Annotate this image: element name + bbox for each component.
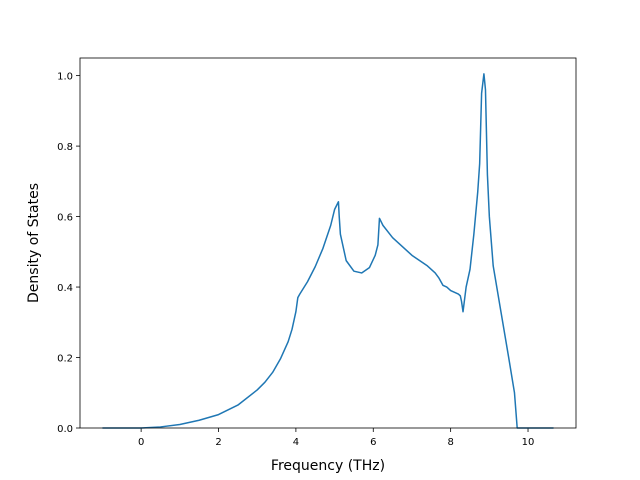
x-tick-label: 10 [522,437,535,448]
y-axis-label: Density of States [26,183,42,303]
y-tick-label: 0.0 [57,424,73,435]
y-tick-label: 0.8 [57,142,73,153]
x-axis-label: Frequency (THz) [271,458,385,474]
x-tick-label: 4 [293,437,299,448]
x-tick-label: 0 [138,437,144,448]
plot-frame [79,57,577,429]
plot-area [80,58,576,428]
x-tick-label: 8 [447,437,453,448]
dos-series-line [102,73,554,429]
y-tick-label: 0.6 [57,213,73,224]
y-tick-label: 1.0 [57,72,73,83]
x-tick-label: 6 [370,437,376,448]
y-tick-label: 0.4 [57,283,73,294]
y-tick-label: 0.2 [57,354,73,365]
y-axis-ticks: 0.0 0.2 0.4 0.6 0.8 1.0 [57,72,80,435]
x-tick-label: 2 [215,437,221,448]
x-axis-ticks: 0 2 4 6 8 10 [138,428,534,448]
